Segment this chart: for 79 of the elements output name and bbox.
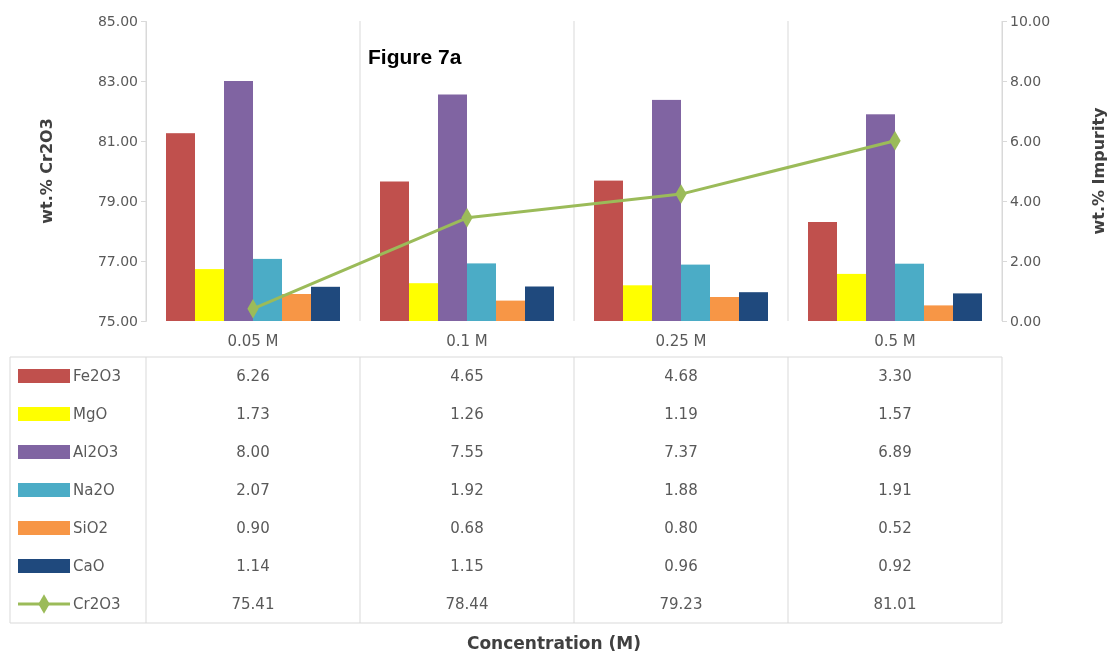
data-label: 1.92 <box>450 481 484 499</box>
y2-axis-title: wt.% Impurity <box>1089 106 1108 235</box>
bar <box>380 181 409 321</box>
data-label: 7.55 <box>450 443 484 461</box>
y-tick-label: 79.00 <box>97 192 138 209</box>
bar <box>739 292 768 321</box>
y2-tick-label: 6.00 <box>1010 132 1042 149</box>
data-label: 4.65 <box>450 367 484 385</box>
bar <box>953 293 982 321</box>
bar <box>808 222 837 321</box>
data-label: 0.92 <box>878 557 912 575</box>
data-label: 8.00 <box>236 443 270 461</box>
y2-tick-label: 0.00 <box>1010 312 1042 329</box>
bar <box>166 133 195 321</box>
data-label: 1.88 <box>664 481 698 499</box>
legend-label: Fe2O3 <box>73 367 121 385</box>
legend-label: MgO <box>73 405 108 423</box>
data-label: 0.96 <box>664 557 698 575</box>
data-label: 79.23 <box>659 595 703 613</box>
bar <box>652 99 681 321</box>
bar <box>467 263 496 321</box>
data-label: 0.52 <box>878 519 912 537</box>
data-label: 2.07 <box>236 481 270 499</box>
data-label: 1.91 <box>878 481 912 499</box>
bar <box>311 286 340 321</box>
y2-tick-label: 10.00 <box>1010 12 1051 29</box>
legend-label: Cr2O3 <box>73 595 121 613</box>
data-label: 78.44 <box>445 595 489 613</box>
data-label: 1.15 <box>450 557 484 575</box>
data-label: 0.90 <box>236 519 270 537</box>
x-tick-label: 0.05 M <box>227 332 279 350</box>
bar <box>681 264 710 321</box>
text: Concentration (M) <box>466 633 642 653</box>
y-tick-label: 77.00 <box>97 252 138 269</box>
bar <box>253 258 282 321</box>
bar <box>924 305 953 321</box>
legend-label: SiO2 <box>73 519 109 537</box>
x-tick-label: 0.25 M <box>655 332 707 350</box>
y2-tick-label: 2.00 <box>1010 252 1042 269</box>
data-label: 1.14 <box>236 557 270 575</box>
y-axis-title: wt.% Cr2O3 <box>37 118 56 224</box>
bar <box>195 269 224 321</box>
bar <box>623 285 652 321</box>
bar <box>525 286 554 321</box>
y-tick-label: 85.00 <box>97 12 138 29</box>
y-tick-label: 75.00 <box>97 312 138 329</box>
y-tick-label: 83.00 <box>97 72 138 89</box>
bar <box>496 300 525 321</box>
legend-label: CaO <box>73 557 105 575</box>
x-tick-label: 0.1 M <box>446 332 488 350</box>
data-label: 6.89 <box>878 443 912 461</box>
data-label: 1.57 <box>878 405 912 423</box>
data-label: 4.68 <box>664 367 698 385</box>
y2-tick-label: 4.00 <box>1010 192 1042 209</box>
bar <box>866 114 895 321</box>
text: Figure 7a <box>368 45 462 68</box>
bar <box>409 283 438 321</box>
data-label: 7.37 <box>664 443 698 461</box>
data-label: 1.26 <box>450 405 484 423</box>
data-label: 0.68 <box>450 519 484 537</box>
bar <box>594 180 623 321</box>
data-label: 1.73 <box>236 405 270 423</box>
legend-label: Al2O3 <box>73 443 119 461</box>
data-label: 6.26 <box>236 367 270 385</box>
data-label: 0.80 <box>664 519 698 537</box>
y2-tick-label: 8.00 <box>1010 72 1042 89</box>
bar <box>837 273 866 321</box>
data-label: 81.01 <box>873 595 917 613</box>
bar <box>710 297 739 321</box>
data-label: 1.19 <box>664 405 698 423</box>
y-tick-label: 81.00 <box>97 132 138 149</box>
x-tick-label: 0.5 M <box>874 332 916 350</box>
data-label: 75.41 <box>231 595 275 613</box>
bar <box>224 81 253 321</box>
legend-label: Na2O <box>73 481 115 499</box>
bar <box>282 294 311 321</box>
bar <box>438 94 467 321</box>
data-label: 3.30 <box>878 367 912 385</box>
bar <box>895 263 924 321</box>
